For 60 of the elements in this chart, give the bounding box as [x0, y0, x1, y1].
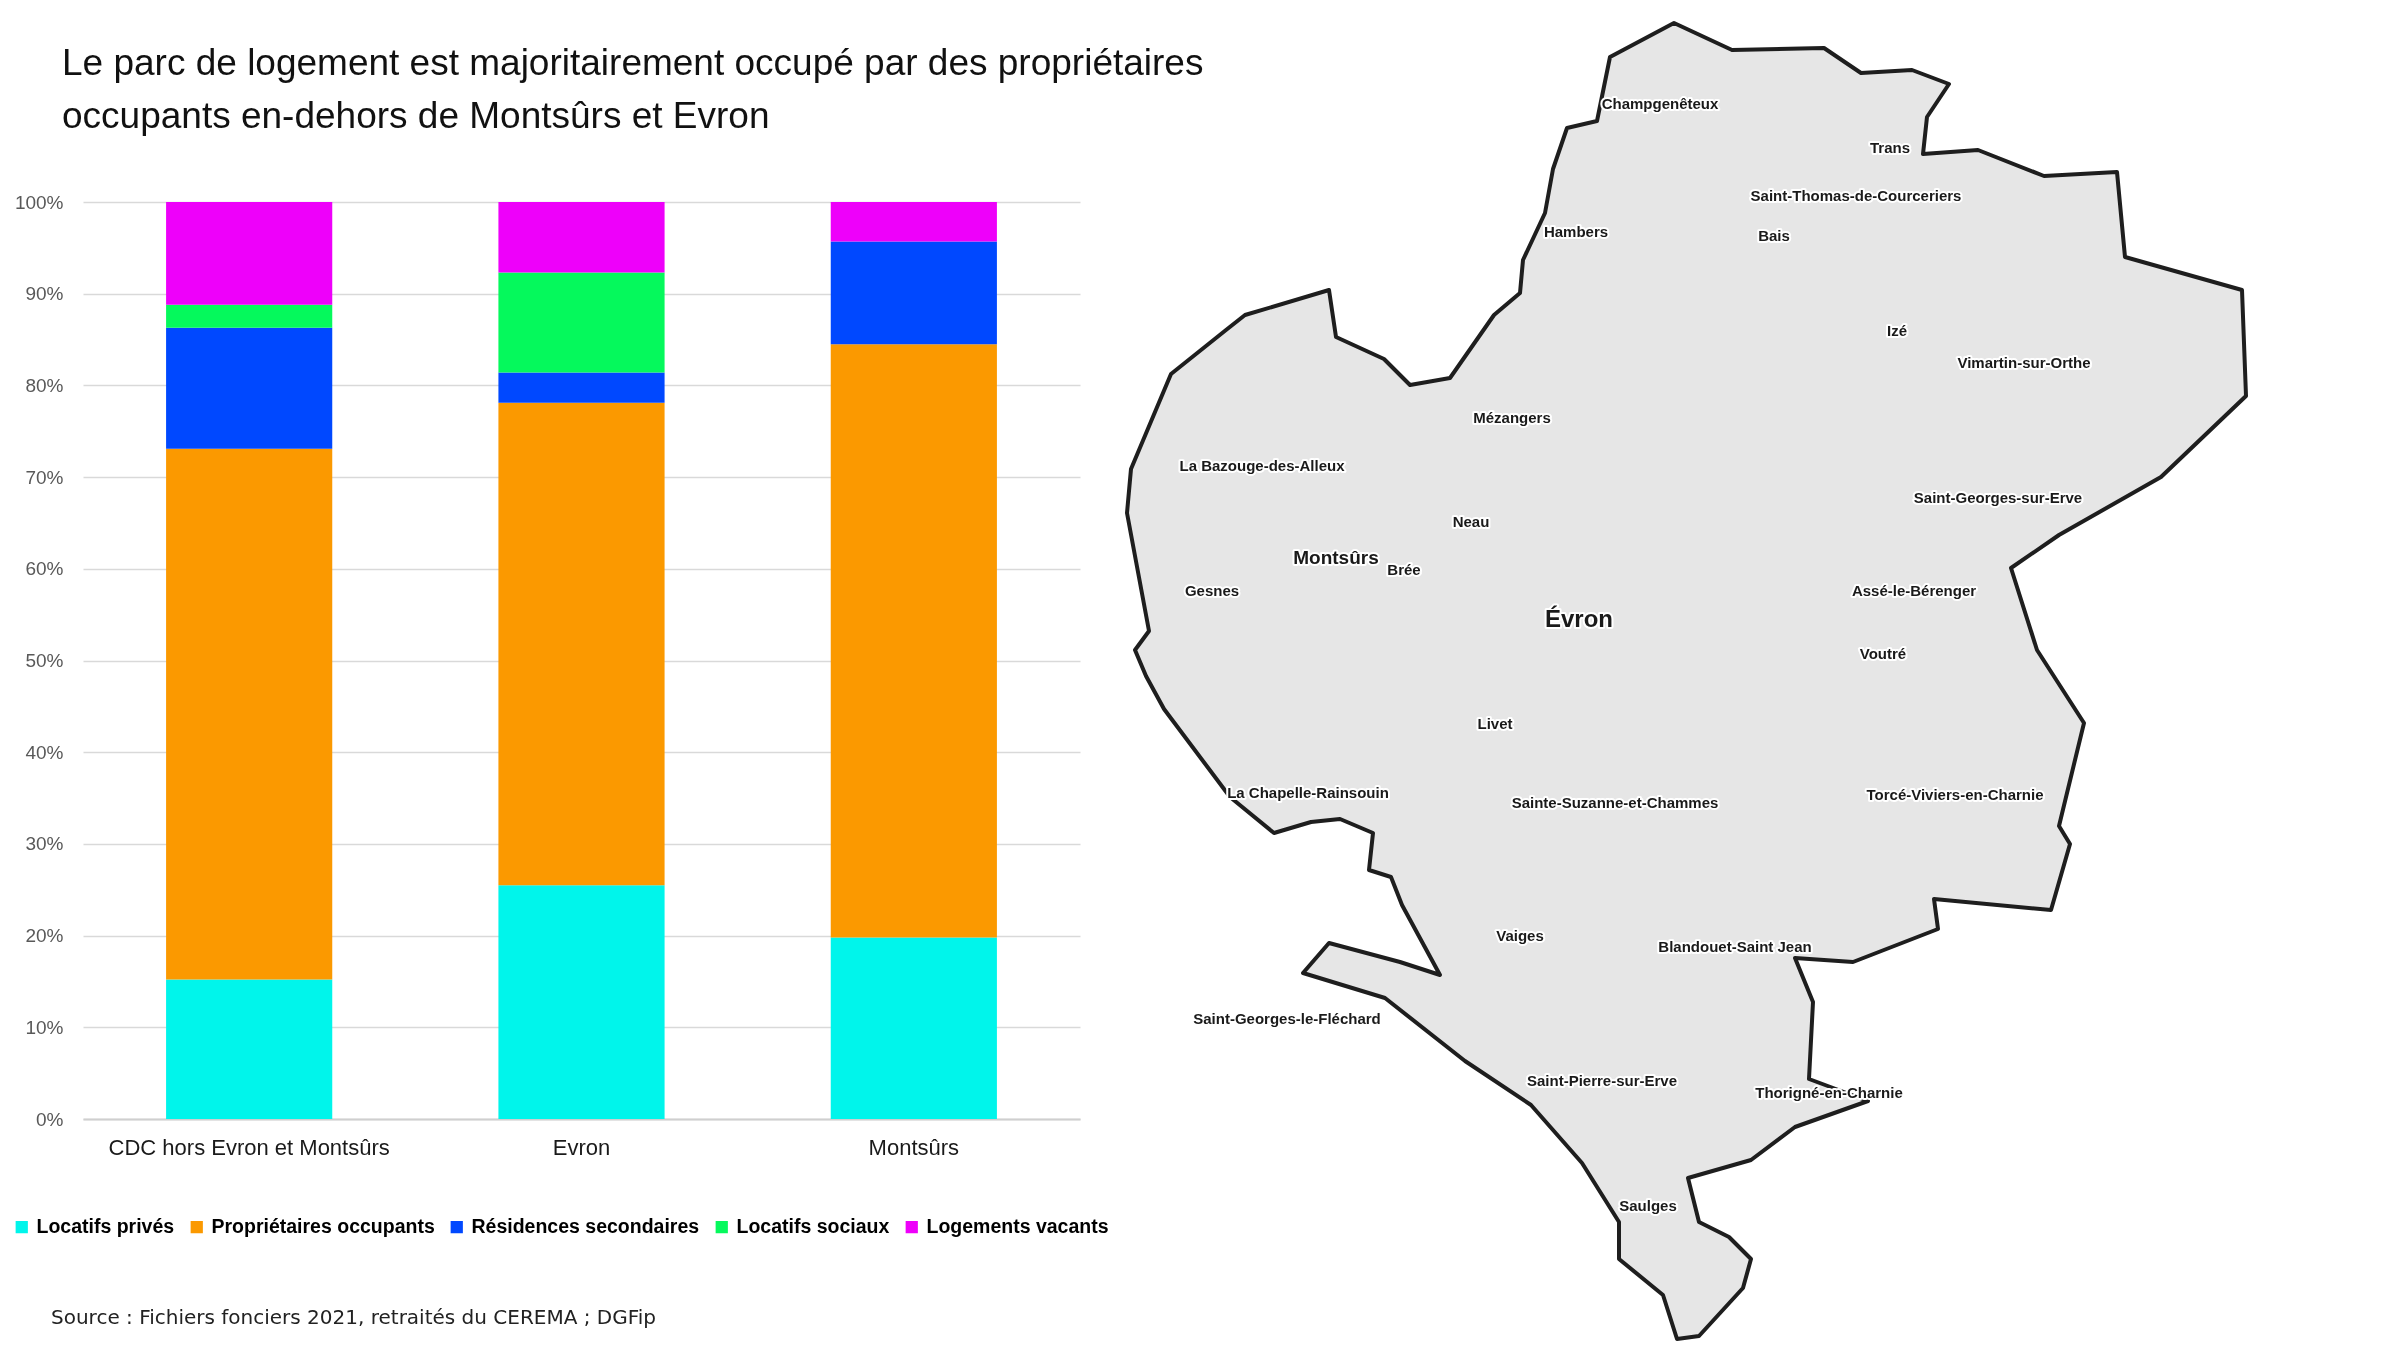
- bar: [830, 344, 997, 938]
- bar: [166, 327, 333, 449]
- source-note: Source : Fichiers fonciers 2021, retraités du CEREMA ; DGFip: [51, 1305, 657, 1329]
- bar: [498, 885, 665, 1119]
- legend-label: Locatifs privés: [36, 1215, 175, 1238]
- y-tick-label: 70%: [25, 466, 64, 488]
- legend-label: Locatifs sociaux: [736, 1215, 890, 1238]
- y-tick-label: 50%: [25, 650, 64, 671]
- bar: [498, 272, 665, 373]
- text: Neau: [1452, 512, 1490, 530]
- y-tick-label: 20%: [25, 925, 64, 947]
- bar: [830, 202, 997, 242]
- bar: [830, 937, 997, 1119]
- text: Brée: [1387, 560, 1421, 578]
- text: Vimartin-sur-Orthe: [1957, 353, 2091, 371]
- y-tick-label: 60%: [25, 558, 64, 580]
- bar: [498, 372, 665, 403]
- bar: [830, 241, 997, 345]
- text: Champgenêteux: [1601, 94, 1719, 112]
- y-tick-label: 80%: [25, 374, 64, 396]
- text: Hambers: [1543, 222, 1609, 240]
- text: La Bazouge-des-Alleux: [1179, 456, 1346, 474]
- y-tick-label: 100%: [14, 191, 64, 213]
- legend-label: Logements vacants: [926, 1215, 1109, 1238]
- text: Gesnes: [1184, 581, 1240, 599]
- x-tick-label: Montsûrs: [868, 1134, 960, 1160]
- x-tick-label: CDC hors Evron et Montsûrs: [108, 1134, 390, 1160]
- y-tick-label: 10%: [25, 1016, 64, 1038]
- bar: [498, 202, 665, 273]
- bar: [166, 448, 333, 980]
- text: Saint-Thomas-de-Courceriers: [1750, 186, 1962, 204]
- text: Bais: [1758, 226, 1790, 244]
- text: Saint-Georges-le-Fléchard: [1193, 1009, 1381, 1027]
- text: Saint-Pierre-sur-Erve: [1526, 1071, 1678, 1089]
- y-tick-label: 0%: [36, 1108, 64, 1130]
- text: Trans: [1869, 138, 1911, 156]
- text: Saulges: [1619, 1196, 1677, 1214]
- text: Évron: [1544, 604, 1614, 632]
- bar: [498, 402, 665, 886]
- text: Montsûrs: [1293, 546, 1379, 568]
- text: Vaiges: [1496, 926, 1544, 944]
- x-tick-label: Evron: [552, 1134, 611, 1160]
- text: Assé-le-Bérenger: [1851, 581, 1977, 599]
- y-tick-label: 30%: [25, 833, 64, 855]
- text: Blandouet-Saint Jean: [1658, 937, 1812, 955]
- bar: [166, 979, 333, 1119]
- chart-title: Le parc de logement est majoritairement occupé par des propriétaires occupants en-dehors de Montsûrs et Evron: [62, 41, 1205, 138]
- y-tick-label: 40%: [25, 741, 64, 763]
- text: Livet: [1477, 714, 1513, 732]
- bar: [166, 304, 333, 328]
- text: Mézangers: [1473, 408, 1551, 426]
- bar: [166, 202, 333, 305]
- text: Sainte-Suzanne-et-Chammes: [1511, 793, 1719, 811]
- text: Izé: [1886, 321, 1908, 339]
- text: Voutré: [1859, 644, 1907, 662]
- y-tick-label: 90%: [25, 283, 64, 305]
- text: Torcé-Viviers-en-Charnie: [1866, 785, 2044, 803]
- legend-label: Résidences secondaires: [471, 1215, 700, 1238]
- legend-label: Propriétaires occupants: [211, 1215, 435, 1238]
- text: Saint-Georges-sur-Erve: [1913, 488, 2083, 506]
